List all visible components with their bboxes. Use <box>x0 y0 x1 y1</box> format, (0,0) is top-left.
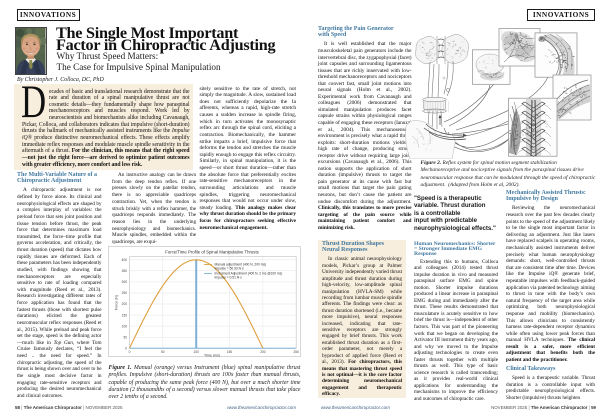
svg-text:100: 100 <box>122 324 128 328</box>
svg-text:300: 300 <box>122 280 128 284</box>
svg-text:200: 200 <box>260 350 266 354</box>
svg-text:0: 0 <box>125 346 127 350</box>
svg-text:Manual adjustment (400 N, 200: Manual adjustment (400 N, 200 ms) <box>215 263 267 267</box>
svg-text:50: 50 <box>123 335 127 339</box>
svg-text:250: 250 <box>294 350 300 354</box>
svg-text:0: 0 <box>129 350 131 354</box>
svg-text:200: 200 <box>122 302 128 306</box>
svg-text:Time (ms): Time (ms) <box>204 353 220 357</box>
svg-text:100: 100 <box>194 350 200 354</box>
svg-text:Instrument Adjustment (400 N,: Instrument Adjustment (400 N, 2 ms @100 … <box>215 272 283 276</box>
svg-text:350: 350 <box>122 269 128 273</box>
svg-text:Impulse = 50.93 N·s: Impulse = 50.93 N·s <box>215 266 245 270</box>
svg-text:150: 150 <box>227 350 233 354</box>
svg-text:400: 400 <box>122 258 128 262</box>
svg-text:150: 150 <box>122 313 128 317</box>
svg-text:250: 250 <box>122 291 128 295</box>
svg-text:Impulse = 0.51 N·s: Impulse = 0.51 N·s <box>215 276 243 280</box>
svg-text:50: 50 <box>161 350 165 354</box>
svg-text:Force (N): Force (N) <box>115 295 119 310</box>
svg-text:Force/Time Profile of Spinal M: Force/Time Profile of Spinal Manipulativ… <box>165 250 259 255</box>
